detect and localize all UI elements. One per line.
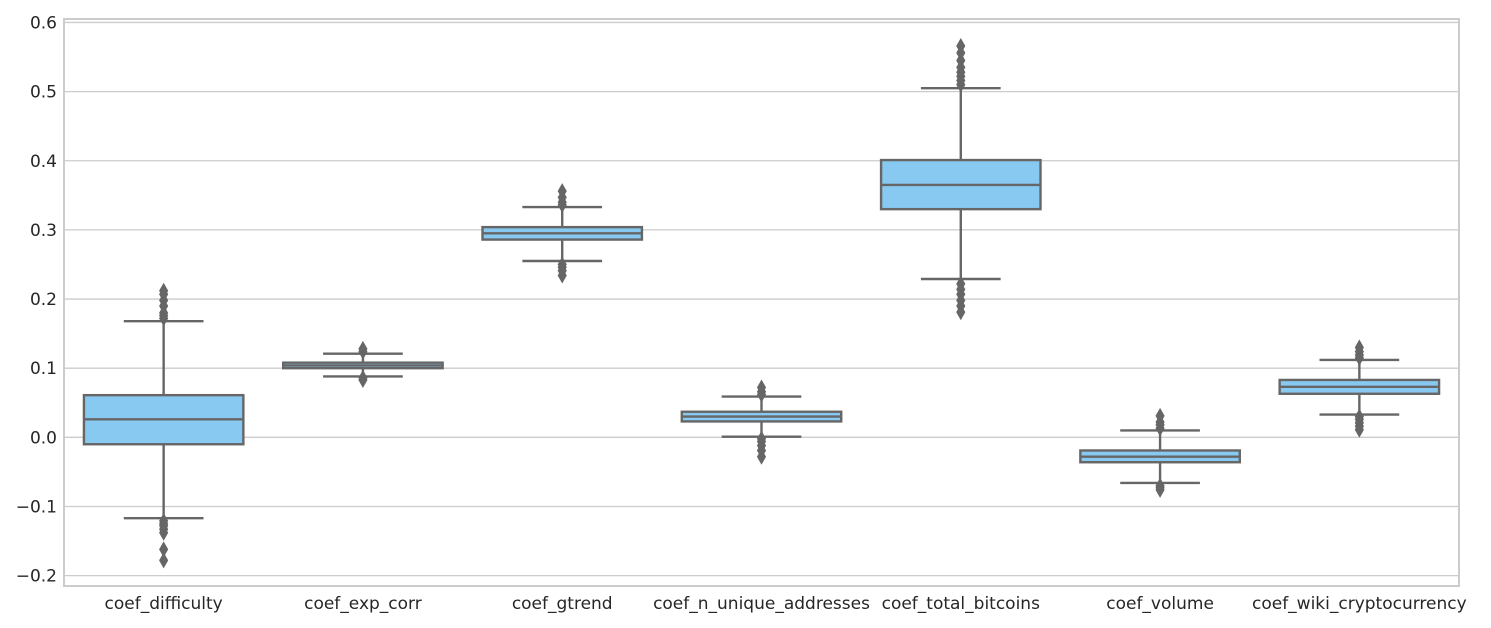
outlier-point bbox=[557, 267, 567, 284]
grid-lines bbox=[64, 21, 1459, 577]
y-tick-label: −0.2 bbox=[16, 567, 57, 587]
x-tick-label: coef_volume bbox=[1106, 594, 1214, 614]
outlier-point bbox=[358, 369, 368, 386]
outlier-point bbox=[1155, 407, 1165, 424]
box-group-coef-n-unique-addresses bbox=[680, 379, 843, 465]
x-tick-label: coef_gtrend bbox=[512, 594, 613, 614]
box-group-coef-gtrend bbox=[481, 183, 644, 284]
outlier-point bbox=[956, 37, 966, 54]
y-axis-ticks: −0.2 −0.1 0.0 0.1 0.2 0.3 0.4 0.5 0.6 bbox=[16, 13, 57, 586]
y-tick-label: 0.3 bbox=[30, 221, 57, 241]
outlier-point bbox=[1155, 481, 1165, 498]
y-tick-label: 0.5 bbox=[30, 83, 57, 103]
box-group-coef-difficulty bbox=[82, 282, 245, 569]
outlier-point bbox=[756, 379, 767, 396]
x-tick-label: coef_n_unique_addresses bbox=[653, 594, 870, 614]
outlier-point bbox=[1354, 421, 1364, 438]
plot-frame bbox=[63, 18, 1460, 587]
x-tick-label: coef_total_bitcoins bbox=[882, 594, 1040, 614]
x-axis-ticks: coef_difficulty coef_exp_corr coef_gtrend c… bbox=[105, 594, 1467, 614]
outlier-point bbox=[159, 282, 169, 299]
outlier-point bbox=[159, 524, 169, 541]
y-tick-label: 0.0 bbox=[30, 428, 57, 448]
box-group-coef-total-bitcoins bbox=[879, 37, 1042, 321]
y-tick-label: 0.4 bbox=[30, 152, 57, 172]
outlier-point bbox=[1354, 339, 1364, 356]
y-tick-label: −0.1 bbox=[16, 497, 57, 517]
x-tick-label: coef_wiki_cryptocurrency bbox=[1252, 594, 1467, 614]
x-tick-label: coef_difficulty bbox=[105, 594, 223, 614]
outlier-point bbox=[557, 183, 567, 200]
y-tick-label: 0.1 bbox=[30, 359, 57, 379]
y-tick-label: 0.2 bbox=[30, 290, 57, 310]
outlier-point bbox=[358, 340, 368, 357]
box-group-coef-volume bbox=[1079, 407, 1241, 498]
outlier-point bbox=[159, 552, 169, 569]
box-group-coef-exp-corr bbox=[282, 340, 444, 388]
y-tick-label: 0.6 bbox=[30, 13, 57, 33]
box-group-coef-wiki-cryptocurrency bbox=[1278, 339, 1441, 438]
x-tick-label: coef_exp_corr bbox=[304, 594, 422, 614]
outlier-point bbox=[956, 304, 966, 321]
boxes bbox=[82, 37, 1441, 569]
outlier-point bbox=[756, 448, 767, 465]
